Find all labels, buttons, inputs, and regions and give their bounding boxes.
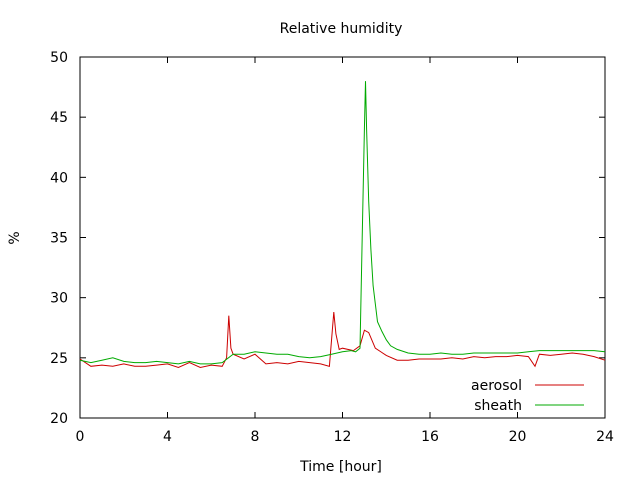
y-axis-ticks: 20 25 30 35 40 45 50	[50, 50, 605, 427]
plot-frame	[79, 56, 606, 419]
y-tick-label: 50	[50, 50, 68, 66]
y-tick-label: 35	[50, 231, 68, 247]
y-tick-label: 30	[50, 291, 68, 307]
series-layer	[79, 81, 606, 369]
x-tick-label: 8	[251, 429, 260, 445]
y-axis-label: %	[7, 231, 23, 244]
x-tick-label: 12	[334, 429, 352, 445]
x-tick-label: 0	[76, 429, 85, 445]
x-tick-label: 16	[421, 429, 439, 445]
x-tick-label: 20	[509, 429, 527, 445]
chart-title: Relative humidity	[280, 21, 403, 37]
y-tick-label: 25	[50, 351, 68, 367]
y-tick-label: 45	[50, 110, 68, 126]
y-tick-label: 20	[50, 411, 68, 427]
x-tick-label: 4	[163, 429, 172, 445]
x-axis-label: Time [hour]	[299, 459, 382, 475]
legend-label-sheath: sheath	[474, 398, 522, 414]
legend: aerosol sheath	[471, 378, 584, 414]
series-line-sheath	[79, 81, 606, 365]
series-line-aerosol	[79, 312, 606, 369]
y-tick-label: 40	[50, 170, 68, 186]
legend-label-aerosol: aerosol	[471, 378, 522, 394]
x-axis-ticks: 0 4 8 12 16 20 24	[76, 57, 614, 445]
x-tick-label: 24	[596, 429, 614, 445]
